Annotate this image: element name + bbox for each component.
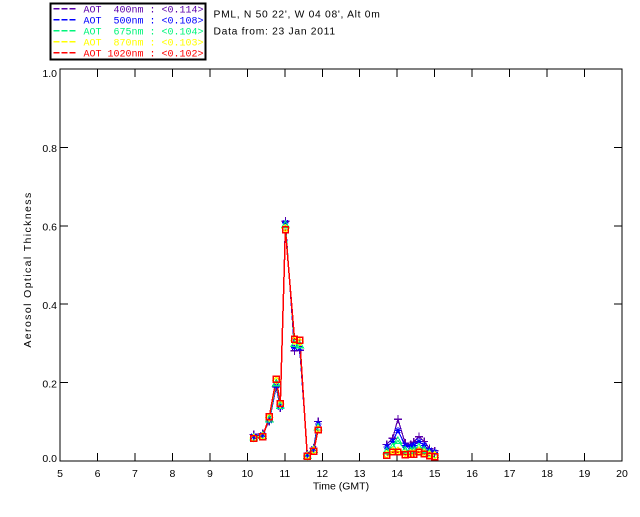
svg-text:12: 12: [316, 468, 328, 480]
svg-text:7: 7: [132, 468, 138, 480]
svg-text:Data from: 23 Jan 2011: Data from: 23 Jan 2011: [214, 27, 336, 38]
svg-text:11: 11: [279, 468, 290, 480]
svg-text:AOT 400nm : <0.114>: AOT 400nm : <0.114>: [83, 6, 203, 17]
svg-text:16: 16: [466, 468, 478, 480]
svg-text:AOT 1020nm : <0.102>: AOT 1020nm : <0.102>: [83, 50, 203, 61]
svg-text:0.6: 0.6: [42, 222, 57, 234]
svg-text:14: 14: [391, 468, 403, 480]
svg-text:13: 13: [354, 468, 366, 480]
svg-text:18: 18: [541, 468, 553, 480]
svg-text:6: 6: [95, 468, 101, 480]
svg-text:19: 19: [579, 468, 591, 480]
svg-text:AOT 500nm : <0.108>: AOT 500nm : <0.108>: [83, 17, 203, 28]
svg-text:0.8: 0.8: [42, 143, 57, 155]
svg-text:PML, N 50 22', W 04 08', Alt 0: PML, N 50 22', W 04 08', Alt 0m: [214, 9, 381, 20]
svg-text:AOT 870nm : <0.103>: AOT 870nm : <0.103>: [83, 39, 203, 50]
svg-text:15: 15: [429, 468, 441, 480]
svg-text:10: 10: [241, 468, 253, 480]
svg-text:17: 17: [504, 468, 516, 480]
svg-text:0.2: 0.2: [42, 378, 57, 390]
svg-text:0.0: 0.0: [42, 453, 57, 465]
svg-text:Aerosol Optical Thickness: Aerosol Optical Thickness: [22, 191, 34, 347]
svg-text:8: 8: [169, 468, 175, 480]
svg-text:0.4: 0.4: [42, 300, 57, 312]
svg-text:20: 20: [616, 468, 628, 480]
svg-text:AOT 675nm : <0.104>: AOT 675nm : <0.104>: [83, 28, 203, 39]
svg-text:Time (GMT): Time (GMT): [313, 481, 369, 493]
svg-text:5: 5: [57, 468, 63, 480]
svg-text:9: 9: [207, 468, 213, 480]
svg-text:1.0: 1.0: [42, 68, 57, 80]
